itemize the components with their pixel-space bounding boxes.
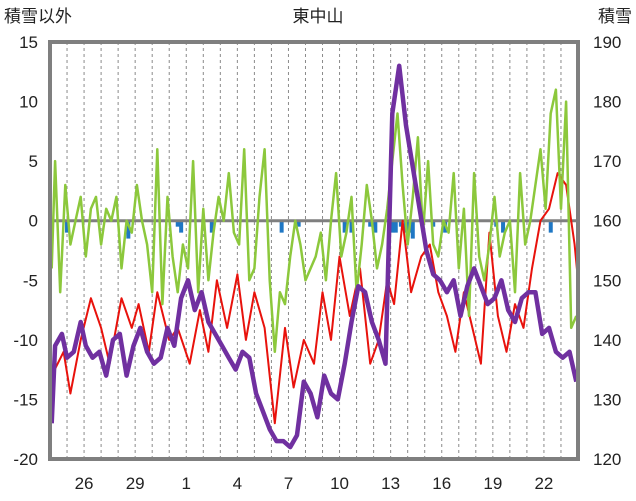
chart-title: 東中山: [293, 7, 344, 26]
x-tick-label: 7: [284, 474, 293, 493]
right-tick-label: 140: [593, 331, 621, 350]
right-tick-label: 130: [593, 390, 621, 409]
x-tick-label: 26: [75, 474, 94, 493]
precip-bar: [398, 220, 403, 227]
x-axis-ticks: 26 29 1 4 7 10 13 16 19 22: [75, 474, 554, 493]
left-tick-label: 10: [19, 93, 38, 112]
precip-bar: [431, 220, 436, 227]
x-tick-label: 29: [126, 474, 145, 493]
precip-bar: [349, 220, 354, 233]
precip-bar: [296, 220, 301, 227]
left-tick-label: -10: [13, 331, 38, 350]
right-axis-ticks: 190 180 170 160 150 140 130 120: [593, 33, 621, 469]
red-series-line: [50, 172, 579, 425]
precip-bar: [126, 220, 131, 239]
precip-bar: [209, 220, 214, 233]
right-tick-label: 150: [593, 271, 621, 290]
right-tick-label: 120: [593, 450, 621, 469]
precip-bar-group: [65, 220, 553, 239]
precip-bar: [501, 220, 506, 233]
purple-snow-depth-line: [49, 63, 579, 450]
x-tick-label: 19: [483, 474, 502, 493]
right-tick-label: 190: [593, 33, 621, 52]
x-tick-label: 10: [330, 474, 349, 493]
left-tick-label: -15: [13, 390, 38, 409]
left-tick-label: 5: [29, 152, 38, 171]
daily-gridlines: [66, 42, 562, 459]
green-series-line: [50, 88, 578, 354]
precip-bar: [65, 220, 70, 233]
precip-bar: [342, 220, 347, 233]
series-group: [49, 63, 579, 450]
left-tick-label: 0: [29, 212, 38, 231]
right-tick-label: 160: [593, 212, 621, 231]
x-tick-label: 16: [432, 474, 451, 493]
x-tick-label: 13: [381, 474, 400, 493]
left-tick-label: 15: [19, 33, 38, 52]
x-tick-label: 1: [182, 474, 191, 493]
x-tick-label: 22: [534, 474, 553, 493]
right-tick-label: 170: [593, 152, 621, 171]
x-tick-label: 4: [233, 474, 242, 493]
right-tick-label: 180: [593, 93, 621, 112]
left-tick-label: -5: [23, 271, 38, 290]
left-tick-label: -20: [13, 450, 38, 469]
right-axis-label: 積雪: [598, 7, 632, 26]
precip-bar: [279, 220, 284, 233]
precip-bar: [373, 220, 378, 233]
left-axis-ticks: 15 10 5 0 -5 -10 -15 -20: [13, 33, 38, 469]
precip-bar: [393, 220, 398, 233]
precip-bar: [410, 220, 415, 239]
left-axis-label: 積雪以外: [4, 7, 72, 26]
precip-bar: [175, 220, 180, 227]
precip-bar: [179, 220, 184, 233]
plot-frame: [48, 40, 580, 461]
precip-bar: [368, 220, 373, 227]
precip-bar: [390, 220, 395, 233]
precip-bar: [548, 220, 553, 233]
